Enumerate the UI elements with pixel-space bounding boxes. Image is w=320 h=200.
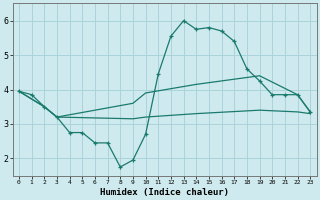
X-axis label: Humidex (Indice chaleur): Humidex (Indice chaleur) — [100, 188, 229, 197]
